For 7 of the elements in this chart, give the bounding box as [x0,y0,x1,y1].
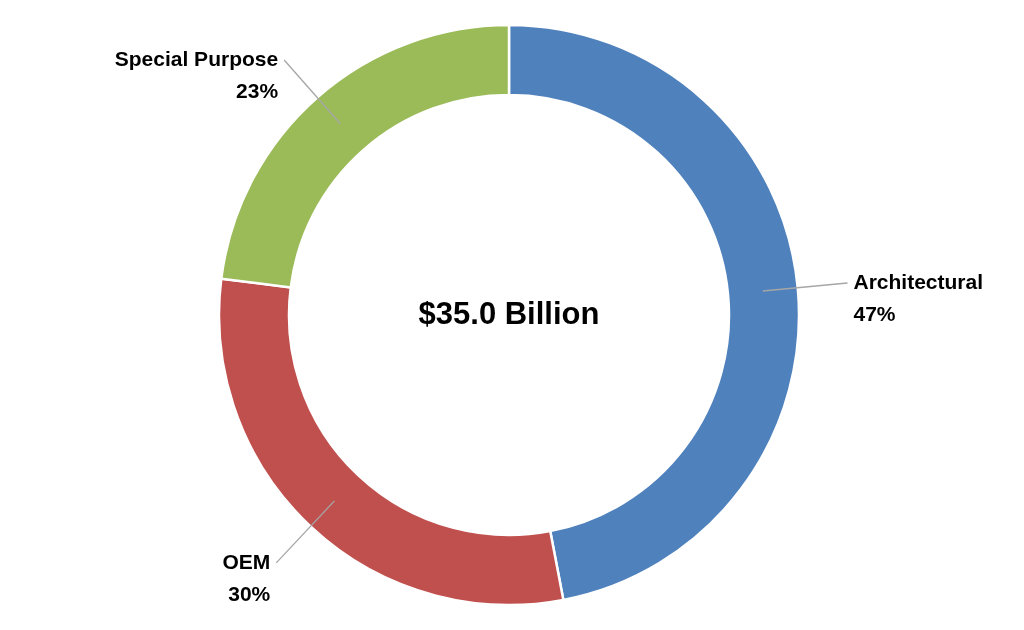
text: $35.0 Billion [418,296,600,331]
slice-label: OEM [222,549,271,573]
data-label: 23% [236,78,279,102]
slice-label: Special Purpose [114,46,279,70]
slice-label: Architectural [853,270,984,293]
data-label: 47% [853,302,896,325]
data-label: 30% [228,581,271,605]
